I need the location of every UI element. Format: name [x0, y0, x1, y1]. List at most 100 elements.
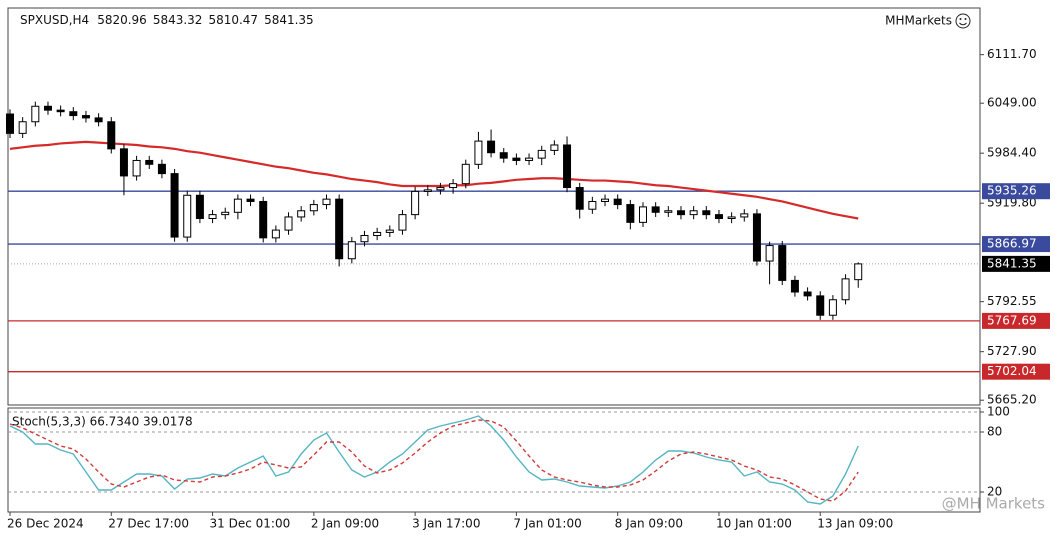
candle-body	[651, 206, 660, 213]
current-price-label: 5841.35	[987, 256, 1037, 270]
x-tick-label: 2 Jan 09:00	[311, 517, 379, 531]
y-tick-label: 6049.00	[987, 96, 1037, 110]
smiley	[955, 13, 971, 29]
stoch-line	[9, 419, 859, 502]
candle-body	[449, 183, 458, 189]
candle-body	[854, 263, 863, 281]
x-tick-label: 3 Jan 17:00	[412, 517, 480, 531]
candle-body	[6, 113, 14, 134]
candle-body	[132, 159, 141, 177]
candle-body	[714, 214, 723, 219]
stoch-panel	[7, 407, 981, 513]
candle-body	[639, 206, 647, 223]
candle-body	[474, 140, 483, 165]
candle-body	[828, 299, 837, 316]
candle-body	[43, 105, 52, 111]
moving-average	[9, 140, 859, 220]
level-label-box	[982, 312, 1050, 329]
candle-body	[752, 213, 761, 262]
x-tick-label: 26 Dec 2024	[7, 517, 84, 531]
candle-body	[246, 198, 255, 202]
candle-body	[259, 200, 268, 239]
candle-body	[360, 235, 369, 243]
candle-body	[183, 194, 192, 238]
candle-body	[69, 111, 78, 117]
candle-body	[385, 229, 394, 233]
level-label-box	[982, 183, 1050, 200]
stoch-line	[9, 415, 859, 505]
stoch-label: Stoch(5,3,3) 66.7340 39.0178	[12, 415, 193, 429]
candle-body	[537, 149, 546, 159]
candle-body	[284, 216, 293, 231]
candle-body	[221, 211, 230, 216]
level-label: 5935.26	[987, 184, 1037, 198]
x-tick-label: 8 Jan 09:00	[615, 517, 683, 531]
candle-body	[740, 213, 749, 218]
candle-body	[233, 198, 242, 213]
candle-body	[195, 194, 204, 219]
y-tick-label: 80	[987, 425, 1002, 439]
y-tick-label: 5665.20	[987, 393, 1037, 407]
close-value: 5841.35	[264, 13, 314, 27]
candle-body	[613, 198, 622, 206]
candle-body	[676, 210, 685, 216]
candle-body	[81, 115, 90, 119]
open-value: 5820.96	[97, 13, 147, 27]
header: SPXUSD,H4 5820.96 5843.32 5810.47 5841.35	[20, 13, 314, 27]
level-label-box	[982, 363, 1050, 380]
candle-body	[689, 210, 698, 216]
x-tick-label: 10 Jan 01:00	[716, 517, 792, 531]
candle-body	[626, 204, 635, 223]
candle-body	[119, 148, 128, 177]
level-label: 5767.69	[987, 313, 1037, 327]
watermark: @MH Markets	[942, 495, 1046, 513]
candle-body	[309, 204, 318, 212]
candle-body	[841, 278, 850, 301]
candle-body	[487, 140, 496, 154]
candle-body	[550, 144, 559, 151]
x-tick-label: 7 Jan 01:00	[513, 517, 581, 531]
candle-body	[816, 295, 825, 316]
main-panel	[7, 7, 981, 406]
high-value: 5843.32	[153, 13, 203, 27]
candle-body	[18, 121, 27, 134]
candle-body	[601, 198, 610, 202]
candle-body	[94, 117, 103, 123]
x-tick-label: 31 Dec 01:00	[210, 517, 291, 531]
candle-body	[702, 210, 711, 216]
candle-body	[778, 245, 787, 281]
candle-body	[803, 291, 812, 297]
level-label: 5702.04	[987, 364, 1037, 378]
candle-body	[575, 187, 584, 210]
y-tick-label: 5727.90	[987, 344, 1037, 358]
candle-body	[208, 214, 217, 219]
symbol: SPXUSD,H4	[20, 13, 89, 27]
candle-body	[398, 214, 407, 231]
candle-body	[335, 198, 344, 260]
candle-body	[157, 163, 166, 175]
candle-body	[31, 105, 40, 123]
y-tick-label: 6111.70	[987, 47, 1037, 61]
candle-body	[727, 216, 736, 219]
candle-body	[271, 229, 280, 239]
candle-body	[297, 210, 306, 218]
candle-body	[170, 173, 179, 238]
marks: 6111.706049.005984.405919.805792.555727.…	[6, 47, 1050, 531]
y-tick-label: 20	[987, 485, 1002, 499]
candle-body	[765, 245, 774, 262]
candle-body	[512, 157, 521, 161]
x-tick-label: 27 Dec 17:00	[108, 517, 189, 531]
y-tick-label: 5984.40	[987, 146, 1037, 160]
candle-body	[664, 210, 673, 213]
level-label: 5866.97	[987, 237, 1037, 251]
candle-body	[499, 152, 508, 159]
candle-body	[563, 144, 572, 189]
candle-body	[790, 279, 799, 293]
y-tick-label: 100	[987, 405, 1010, 419]
x-tick-label: 13 Jan 09:00	[817, 517, 893, 531]
candle-body	[107, 121, 116, 150]
candle-body	[436, 187, 445, 191]
candle-body	[373, 231, 382, 237]
low-value: 5810.47	[208, 13, 258, 27]
